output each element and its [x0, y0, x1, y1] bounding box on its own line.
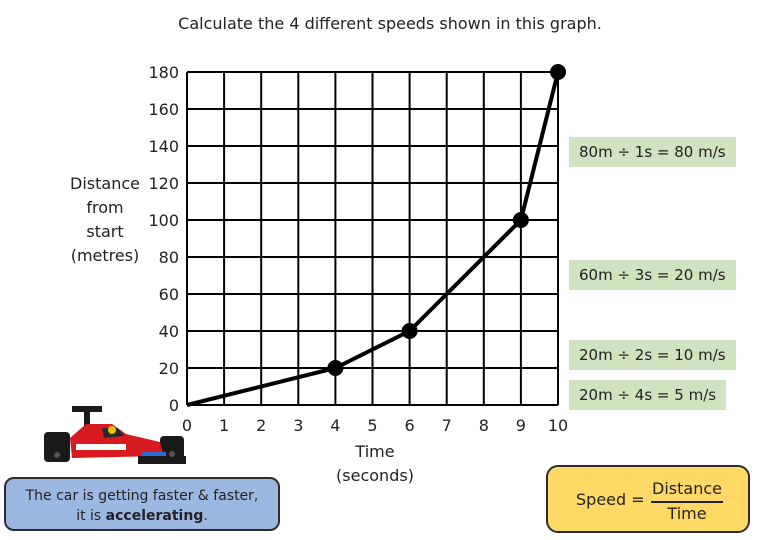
- x-tick-label: 1: [219, 416, 229, 435]
- y-axis-label: Distance from start (metres): [62, 172, 148, 268]
- y-tick-label: 40: [159, 322, 179, 341]
- data-point: [550, 64, 566, 80]
- x-tick-label: 10: [548, 416, 568, 435]
- speed-annotation-segment-1: 20m ÷ 4s = 5 m/s: [569, 380, 727, 410]
- x-tick-label: 9: [516, 416, 526, 435]
- y-axis-label-line: from: [86, 198, 124, 217]
- y-axis-label-line: (metres): [70, 246, 140, 265]
- y-axis-label-line: start: [86, 222, 124, 241]
- formula-lhs: Speed =: [576, 490, 645, 509]
- x-axis-label-line: (seconds): [336, 466, 414, 485]
- y-tick-label: 20: [159, 359, 179, 378]
- note-line-2-suffix: .: [203, 508, 208, 524]
- formula-denominator: Time: [667, 504, 707, 523]
- formula-fraction-bar: [651, 501, 723, 503]
- x-tick-label: 0: [182, 416, 192, 435]
- speed-formula-box: Speed = Distance Time: [546, 465, 750, 533]
- speed-annotation-segment-4: 80m ÷ 1s = 80 m/s: [569, 137, 736, 167]
- x-tick-label: 4: [330, 416, 340, 435]
- note-emphasis: accelerating: [105, 508, 204, 524]
- x-tick-label: 3: [293, 416, 303, 435]
- y-tick-label: 60: [159, 285, 179, 304]
- x-axis-label-line: Time: [355, 442, 395, 461]
- acceleration-note: The car is getting faster & faster, it i…: [4, 477, 280, 531]
- speed-annotation-segment-3: 60m ÷ 3s = 20 m/s: [569, 260, 736, 290]
- y-tick-label: 120: [148, 174, 179, 193]
- y-tick-label: 0: [169, 396, 179, 415]
- y-axis-label-line: Distance: [70, 174, 140, 193]
- data-point: [327, 360, 344, 376]
- y-tick-label: 180: [148, 63, 179, 82]
- data-point: [512, 212, 529, 228]
- note-line-2: it is accelerating.: [6, 506, 278, 526]
- page-title: Calculate the 4 different speeds shown i…: [178, 14, 602, 33]
- x-tick-labels: 0 1 2 3 4 5 6 7 8 9 10: [182, 416, 568, 435]
- x-tick-label: 5: [367, 416, 377, 435]
- data-point: [401, 323, 418, 339]
- formula-numerator: Distance: [652, 479, 722, 498]
- y-tick-label: 140: [148, 137, 179, 156]
- x-tick-label: 7: [442, 416, 452, 435]
- data-markers: [327, 64, 566, 376]
- y-tick-label: 160: [148, 100, 179, 119]
- chart-grid: [186, 71, 559, 406]
- formula-one-car-icon: [44, 406, 186, 464]
- speed-annotation-segment-2: 20m ÷ 2s = 10 m/s: [569, 340, 736, 370]
- x-tick-label: 6: [405, 416, 415, 435]
- x-axis-label: Time (seconds): [320, 440, 430, 488]
- y-tick-labels: 0 20 40 60 80 100 120 140 160 180: [148, 63, 179, 415]
- y-tick-label: 100: [148, 211, 179, 230]
- note-line-2-prefix: it is: [76, 508, 102, 524]
- x-tick-label: 2: [256, 416, 266, 435]
- x-tick-label: 8: [479, 416, 489, 435]
- note-line-1: The car is getting faster & faster,: [25, 488, 259, 504]
- y-tick-label: 80: [159, 248, 179, 267]
